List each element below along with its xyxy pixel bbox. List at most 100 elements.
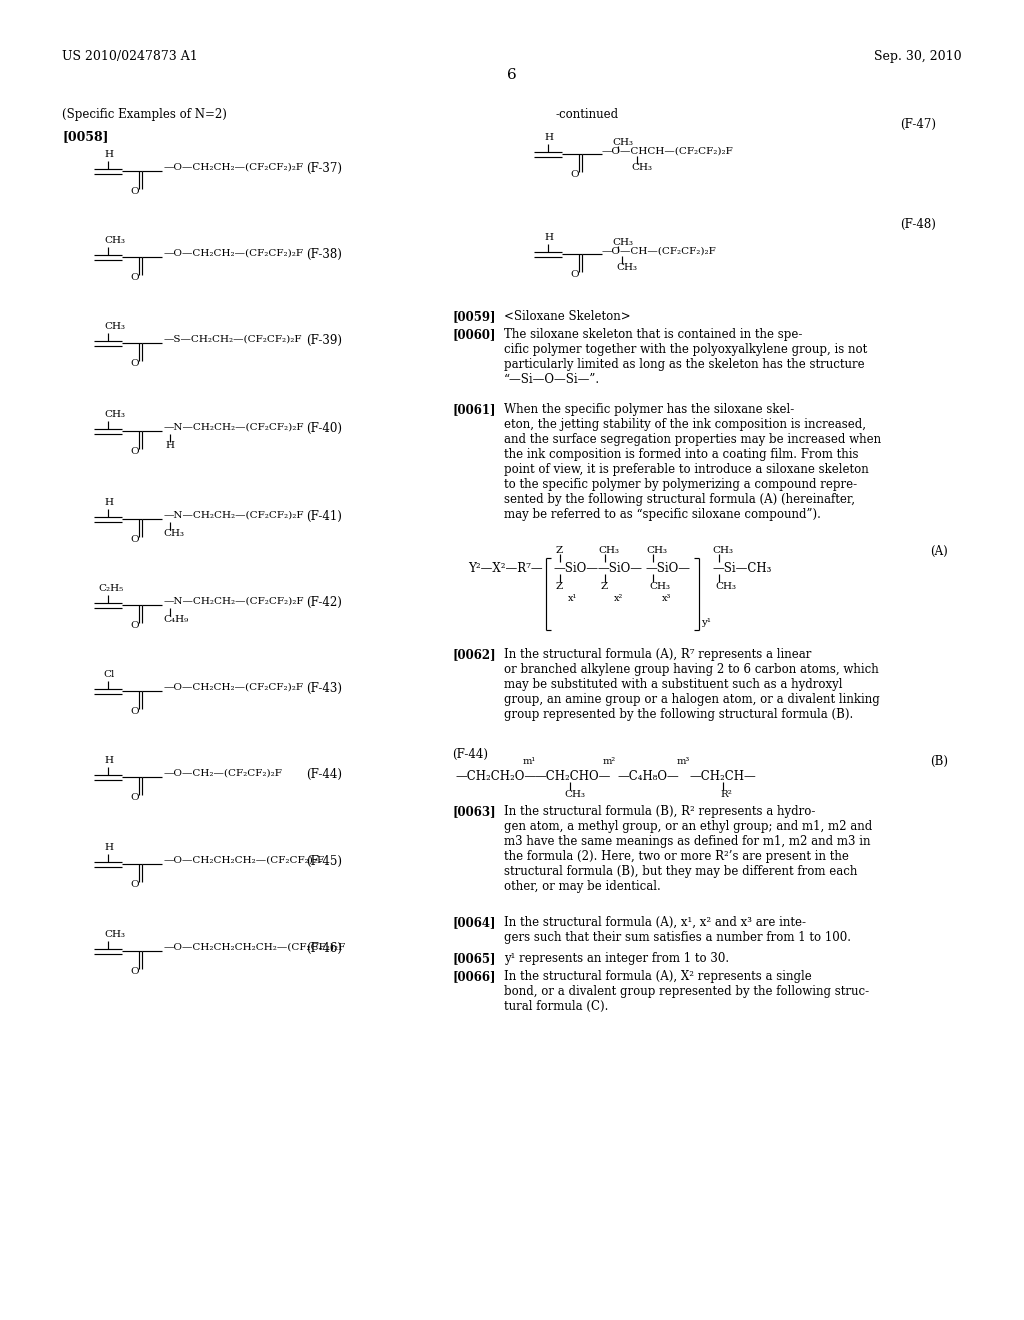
- Text: (F-40): (F-40): [306, 422, 342, 436]
- Text: —O—CH₂CH₂CH₂CH₂—(CF₂CF₂)₂F: —O—CH₂CH₂CH₂CH₂—(CF₂CF₂)₂F: [164, 942, 346, 952]
- Text: (F-42): (F-42): [306, 597, 342, 609]
- Text: —CH₂CH—: —CH₂CH—: [689, 770, 756, 783]
- Text: (F-41): (F-41): [306, 510, 342, 523]
- Text: [0060]: [0060]: [452, 327, 496, 341]
- Text: —N—CH₂CH₂—(CF₂CF₂)₂F: —N—CH₂CH₂—(CF₂CF₂)₂F: [164, 511, 304, 520]
- Text: When the specific polymer has the siloxane skel-
eton, the jetting stability of : When the specific polymer has the siloxa…: [504, 403, 881, 521]
- Text: [0064]: [0064]: [452, 916, 496, 929]
- Text: —O—CHCH—(CF₂CF₂)₂F: —O—CHCH—(CF₂CF₂)₂F: [602, 147, 734, 156]
- Text: Cl: Cl: [103, 671, 115, 678]
- Text: O: O: [130, 708, 138, 715]
- Text: m¹: m¹: [523, 756, 537, 766]
- Text: CH₃: CH₃: [612, 238, 633, 247]
- Text: —CH₂CH₂O—: —CH₂CH₂O—: [455, 770, 537, 783]
- Text: —SiO—: —SiO—: [597, 562, 642, 576]
- Text: Y²—X²—R⁷—: Y²—X²—R⁷—: [468, 562, 543, 576]
- Text: 6: 6: [507, 69, 517, 82]
- Text: O: O: [570, 271, 579, 279]
- Text: O: O: [570, 170, 579, 180]
- Text: (Specific Examples of N=2): (Specific Examples of N=2): [62, 108, 227, 121]
- Text: (B): (B): [930, 755, 948, 768]
- Text: Sep. 30, 2010: Sep. 30, 2010: [874, 50, 962, 63]
- Text: CH₃: CH₃: [715, 582, 736, 591]
- Text: US 2010/0247873 A1: US 2010/0247873 A1: [62, 50, 198, 63]
- Text: O: O: [130, 880, 138, 888]
- Text: (F-37): (F-37): [306, 162, 342, 176]
- Text: C₂H₅: C₂H₅: [98, 583, 123, 593]
- Text: (F-44): (F-44): [452, 748, 488, 762]
- Text: —O—CH₂CH₂—(CF₂CF₂)₂F: —O—CH₂CH₂—(CF₂CF₂)₂F: [164, 682, 304, 692]
- Text: [0059]: [0059]: [452, 310, 496, 323]
- Text: (F-45): (F-45): [306, 855, 342, 869]
- Text: —C₄H₈O—: —C₄H₈O—: [617, 770, 679, 783]
- Text: —N—CH₂CH₂—(CF₂CF₂)₂F: —N—CH₂CH₂—(CF₂CF₂)₂F: [164, 422, 304, 432]
- Text: O: O: [130, 793, 138, 803]
- Text: In the structural formula (B), R² represents a hydro-
gen atom, a methyl group, : In the structural formula (B), R² repres…: [504, 805, 872, 894]
- Text: (A): (A): [930, 545, 948, 558]
- Text: In the structural formula (A), x¹, x² and x³ are inte-
gers such that their sum : In the structural formula (A), x¹, x² an…: [504, 916, 851, 944]
- Text: (F-38): (F-38): [306, 248, 342, 261]
- Text: CH₃: CH₃: [712, 546, 733, 554]
- Text: [0066]: [0066]: [452, 970, 496, 983]
- Text: CH₃: CH₃: [616, 263, 637, 272]
- Text: m²: m²: [603, 756, 616, 766]
- Text: [0062]: [0062]: [452, 648, 496, 661]
- Text: —O—CH₂CH₂CH₂—(CF₂CF₂)₂F: —O—CH₂CH₂CH₂—(CF₂CF₂)₂F: [164, 855, 326, 865]
- Text: O: O: [130, 968, 138, 975]
- Text: [0061]: [0061]: [452, 403, 496, 416]
- Text: —O—CH₂—(CF₂CF₂)₂F: —O—CH₂—(CF₂CF₂)₂F: [164, 770, 283, 777]
- Text: Z: Z: [556, 546, 563, 554]
- Text: (F-44): (F-44): [306, 768, 342, 781]
- Text: —O—CH₂CH₂—(CF₂CF₂)₂F: —O—CH₂CH₂—(CF₂CF₂)₂F: [164, 249, 304, 257]
- Text: CH₃: CH₃: [564, 789, 585, 799]
- Text: y¹: y¹: [701, 618, 711, 627]
- Text: H: H: [544, 234, 553, 242]
- Text: CH₃: CH₃: [631, 162, 652, 172]
- Text: x²: x²: [614, 594, 624, 603]
- Text: —SiO—: —SiO—: [645, 562, 690, 576]
- Text: CH₃: CH₃: [649, 582, 670, 591]
- Text: x³: x³: [662, 594, 672, 603]
- Text: O: O: [130, 535, 138, 544]
- Text: [0065]: [0065]: [452, 952, 496, 965]
- Text: CH₃: CH₃: [646, 546, 667, 554]
- Text: —O—CH₂CH₂—(CF₂CF₂)₂F: —O—CH₂CH₂—(CF₂CF₂)₂F: [164, 162, 304, 172]
- Text: CH₃: CH₃: [104, 322, 125, 331]
- Text: Z: Z: [556, 582, 563, 591]
- Text: H: H: [104, 843, 113, 851]
- Text: H: H: [544, 133, 553, 143]
- Text: O: O: [130, 359, 138, 368]
- Text: —Si—CH₃: —Si—CH₃: [712, 562, 771, 576]
- Text: O: O: [130, 620, 138, 630]
- Text: R²: R²: [720, 789, 732, 799]
- Text: [0063]: [0063]: [452, 805, 496, 818]
- Text: C₄H₉: C₄H₉: [163, 615, 188, 624]
- Text: CH₃: CH₃: [163, 529, 184, 539]
- Text: CH₃: CH₃: [598, 546, 618, 554]
- Text: Z: Z: [601, 582, 608, 591]
- Text: H: H: [104, 756, 113, 766]
- Text: -continued: -continued: [555, 108, 618, 121]
- Text: y¹ represents an integer from 1 to 30.: y¹ represents an integer from 1 to 30.: [504, 952, 729, 965]
- Text: —N—CH₂CH₂—(CF₂CF₂)₂F: —N—CH₂CH₂—(CF₂CF₂)₂F: [164, 597, 304, 606]
- Text: H: H: [104, 498, 113, 507]
- Text: —S—CH₂CH₂—(CF₂CF₂)₂F: —S—CH₂CH₂—(CF₂CF₂)₂F: [164, 335, 302, 345]
- Text: H: H: [104, 150, 113, 158]
- Text: (F-46): (F-46): [306, 942, 342, 954]
- Text: In the structural formula (A), X² represents a single
bond, or a divalent group : In the structural formula (A), X² repres…: [504, 970, 869, 1012]
- Text: O: O: [130, 187, 138, 195]
- Text: CH₃: CH₃: [104, 236, 125, 246]
- Text: m³: m³: [677, 756, 690, 766]
- Text: CH₃: CH₃: [104, 931, 125, 939]
- Text: —CH₂CHO—: —CH₂CHO—: [534, 770, 610, 783]
- Text: (F-39): (F-39): [306, 334, 342, 347]
- Text: (F-47): (F-47): [900, 117, 936, 131]
- Text: In the structural formula (A), R⁷ represents a linear
or branched alkylene group: In the structural formula (A), R⁷ repres…: [504, 648, 880, 721]
- Text: —SiO—: —SiO—: [553, 562, 598, 576]
- Text: O: O: [130, 447, 138, 455]
- Text: H: H: [165, 441, 174, 450]
- Text: (F-48): (F-48): [900, 218, 936, 231]
- Text: CH₃: CH₃: [104, 411, 125, 418]
- Text: <Siloxane Skeleton>: <Siloxane Skeleton>: [504, 310, 631, 323]
- Text: —O—CH—(CF₂CF₂)₂F: —O—CH—(CF₂CF₂)₂F: [602, 247, 717, 256]
